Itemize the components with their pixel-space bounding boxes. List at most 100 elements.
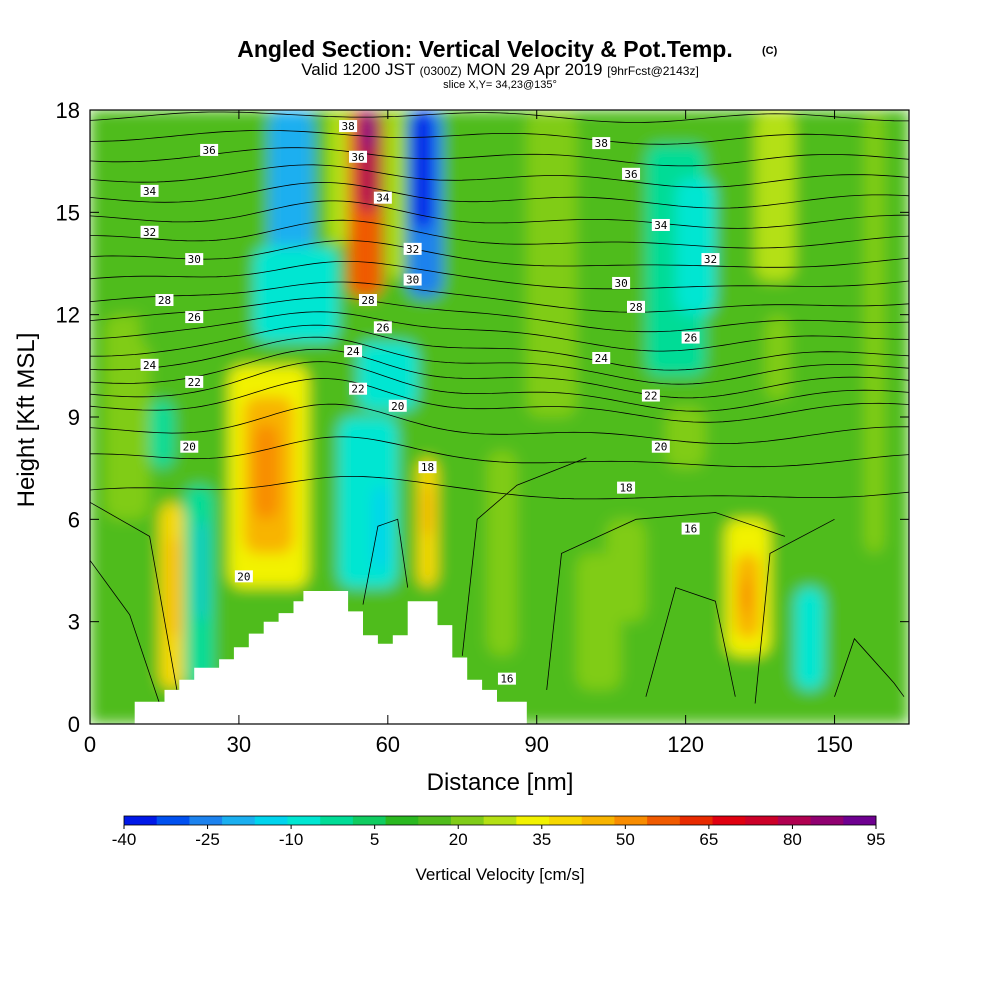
velocity-cell bbox=[372, 485, 388, 571]
velocity-cell bbox=[422, 485, 433, 537]
contour-loop bbox=[834, 637, 905, 697]
contour-label: 28 bbox=[361, 294, 374, 307]
contour-label: 34 bbox=[376, 192, 390, 205]
contour-label-bg bbox=[373, 321, 392, 334]
isentrope-line bbox=[90, 378, 909, 423]
isentrope-line bbox=[90, 111, 909, 123]
velocity-cell bbox=[740, 577, 751, 615]
contour-label: 24 bbox=[595, 352, 609, 365]
contour-label-bg bbox=[349, 382, 368, 395]
colorbar-swatch bbox=[124, 816, 158, 825]
colorbar-ticks: -40 -25 -10 5 20 35 50 65 80 95 bbox=[112, 825, 886, 849]
contour-label-bg bbox=[200, 143, 219, 156]
colorbar-tick-label: -10 bbox=[279, 830, 304, 849]
contour-label: 30 bbox=[188, 253, 201, 266]
colorbar-tick-label: -25 bbox=[195, 830, 220, 849]
contour-label-bg bbox=[592, 137, 611, 150]
isentrope-line bbox=[90, 147, 909, 167]
contour-label-bg bbox=[681, 331, 700, 344]
contour-label-bg bbox=[617, 481, 636, 494]
y-tick-label: 3 bbox=[68, 610, 80, 635]
velocity-cell bbox=[794, 587, 825, 690]
isentrope-line bbox=[90, 297, 909, 333]
contour-label-bg bbox=[140, 184, 159, 197]
y-tick-label: 0 bbox=[68, 712, 80, 737]
contour-label-bg bbox=[612, 276, 631, 289]
isentrope-line bbox=[90, 240, 909, 268]
colorbar-swatch bbox=[418, 816, 452, 825]
x-tick-label: 120 bbox=[667, 732, 704, 757]
contour-label: 22 bbox=[188, 376, 201, 389]
chart-title: Angled Section: Vertical Velocity & Pot.… bbox=[237, 36, 732, 62]
velocity-cell bbox=[387, 110, 403, 281]
x-tick-label: 60 bbox=[376, 732, 400, 757]
contour-label: 30 bbox=[406, 274, 419, 287]
contour-label-bg bbox=[339, 120, 358, 133]
colorbar-tick-label: 5 bbox=[370, 830, 379, 849]
velocity-cell bbox=[149, 399, 175, 469]
contour-label: 18 bbox=[421, 461, 434, 474]
valid-time: Valid 1200 JST bbox=[301, 60, 415, 79]
colorbar-tick-label: 95 bbox=[867, 830, 886, 849]
colorbar-swatch bbox=[483, 816, 517, 825]
contour-label: 30 bbox=[614, 277, 627, 290]
velocity-cell bbox=[864, 110, 885, 554]
y-axis-label: Height [Kft MSL] bbox=[13, 333, 40, 508]
terrain-mask bbox=[134, 591, 527, 724]
colorbar-swatch bbox=[679, 816, 713, 825]
colorbar-tick-label: 65 bbox=[699, 830, 718, 849]
isentrope-line bbox=[90, 403, 909, 444]
contour-loop bbox=[546, 512, 786, 690]
colorbar-swatch bbox=[549, 816, 583, 825]
contour-label: 24 bbox=[143, 359, 157, 372]
potential-temperature-contours bbox=[90, 111, 909, 704]
contour-label-bg bbox=[185, 311, 204, 324]
x-tick-label: 0 bbox=[84, 732, 96, 757]
velocity-cell bbox=[606, 519, 646, 622]
isentrope-line bbox=[90, 336, 909, 385]
contour-label-bg bbox=[622, 167, 641, 180]
colorbar-tick-label: 20 bbox=[449, 830, 468, 849]
vertical-velocity-field bbox=[90, 110, 909, 724]
contour-loop bbox=[645, 587, 736, 697]
contour-label: 32 bbox=[704, 253, 717, 266]
colorbar-swatch bbox=[287, 816, 321, 825]
velocity-cell bbox=[328, 110, 349, 247]
contour-label: 36 bbox=[351, 151, 364, 164]
y-tick-label: 6 bbox=[68, 507, 80, 532]
velocity-cell bbox=[169, 536, 180, 639]
colorbar-swatch bbox=[254, 816, 288, 825]
contour-label: 38 bbox=[595, 137, 608, 150]
contour-label: 22 bbox=[644, 390, 657, 403]
colorbar-tick-label: 35 bbox=[532, 830, 551, 849]
contour-label-bg bbox=[627, 300, 645, 313]
contour-labels: 3836343230282624222018163634323028262422… bbox=[140, 120, 720, 686]
velocity-cell bbox=[526, 110, 577, 417]
contour-label-bg bbox=[358, 294, 377, 307]
contour-label: 32 bbox=[143, 226, 156, 239]
colorbar-frame bbox=[123, 815, 877, 826]
contour-label-bg bbox=[185, 253, 204, 266]
slice-info: slice X,Y= 34,23@135° bbox=[443, 79, 557, 91]
contour-label: 36 bbox=[624, 168, 637, 181]
contour-label: 20 bbox=[237, 570, 250, 583]
velocity-cell bbox=[665, 406, 706, 469]
colorbar-swatch bbox=[810, 816, 844, 825]
y-tick-label: 9 bbox=[68, 405, 80, 430]
y-tick-label: 15 bbox=[56, 200, 80, 225]
contour-label: 26 bbox=[188, 311, 201, 324]
contour-label: 22 bbox=[351, 383, 364, 396]
colorbar-swatch bbox=[581, 816, 615, 825]
contour-label-bg bbox=[234, 570, 253, 583]
colorbar-swatch bbox=[777, 816, 812, 825]
colorbar-swatch bbox=[222, 816, 256, 825]
isentrope-line bbox=[90, 181, 909, 209]
colorbar-swatch bbox=[647, 816, 681, 825]
valid-time-line: Valid 1200 JST (0300Z) MON 29 Apr 2019 [… bbox=[301, 60, 699, 79]
velocity-cell bbox=[675, 178, 716, 315]
x-tick-label: 90 bbox=[524, 732, 548, 757]
colorbar-swatch bbox=[156, 816, 190, 825]
contour-label-bg bbox=[140, 225, 159, 238]
velocity-cell bbox=[104, 314, 150, 520]
